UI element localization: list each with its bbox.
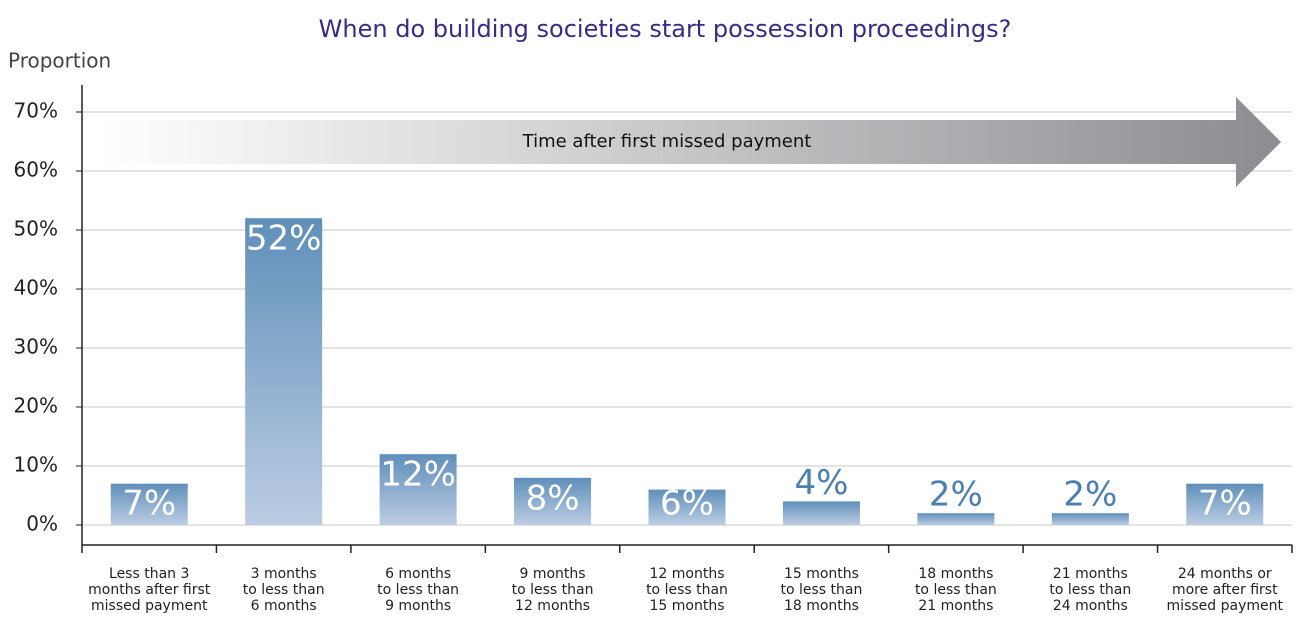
x-tick-label: 3 months to less than 6 months (242, 566, 325, 614)
y-tick-label: 30% (14, 335, 58, 359)
x-tick-label: 21 months to less than 24 months (1049, 566, 1132, 614)
value-label: 7% (1198, 484, 1252, 524)
x-tick-label: Less than 3 months after first missed pa… (88, 566, 211, 614)
chart-title: When do building societies start possess… (319, 15, 1012, 43)
value-label: 12% (380, 455, 456, 495)
arrow-label: Time after first missed payment (522, 131, 812, 152)
value-label: 8% (526, 478, 580, 518)
y-tick-label: 70% (14, 99, 58, 123)
x-tick-label: 9 months to less than 12 months (511, 566, 594, 614)
x-tick-label: 6 months to less than 9 months (377, 566, 460, 614)
bar (782, 501, 860, 525)
x-tick-label: 15 months to less than 18 months (780, 566, 863, 614)
value-label: 7% (122, 484, 176, 524)
value-label: 6% (660, 484, 714, 524)
bar (379, 454, 457, 525)
time-arrow (100, 97, 1281, 187)
y-tick-label: 40% (14, 276, 58, 300)
bar (110, 483, 188, 525)
value-label: 4% (794, 463, 848, 503)
bar (1186, 483, 1264, 525)
y-tick-label: 10% (14, 453, 58, 477)
x-tick-label: 18 months to less than 21 months (914, 566, 997, 614)
y-tick-label: 0% (26, 512, 58, 536)
x-tick-label: 12 months to less than 15 months (646, 566, 728, 614)
x-tick-label: 24 months or more after first missed pay… (1166, 566, 1283, 614)
y-tick-label: 60% (14, 158, 58, 182)
bar (245, 218, 323, 525)
bar (1051, 513, 1129, 525)
y-tick-label: 20% (14, 394, 58, 418)
y-axis-label: Proportion (8, 49, 111, 73)
bar (648, 489, 726, 525)
value-label: 2% (929, 475, 983, 515)
value-label: 2% (1063, 475, 1117, 515)
y-tick-label: 50% (14, 217, 58, 241)
bar (514, 477, 592, 525)
value-label: 52% (246, 219, 322, 259)
bar (917, 513, 995, 525)
